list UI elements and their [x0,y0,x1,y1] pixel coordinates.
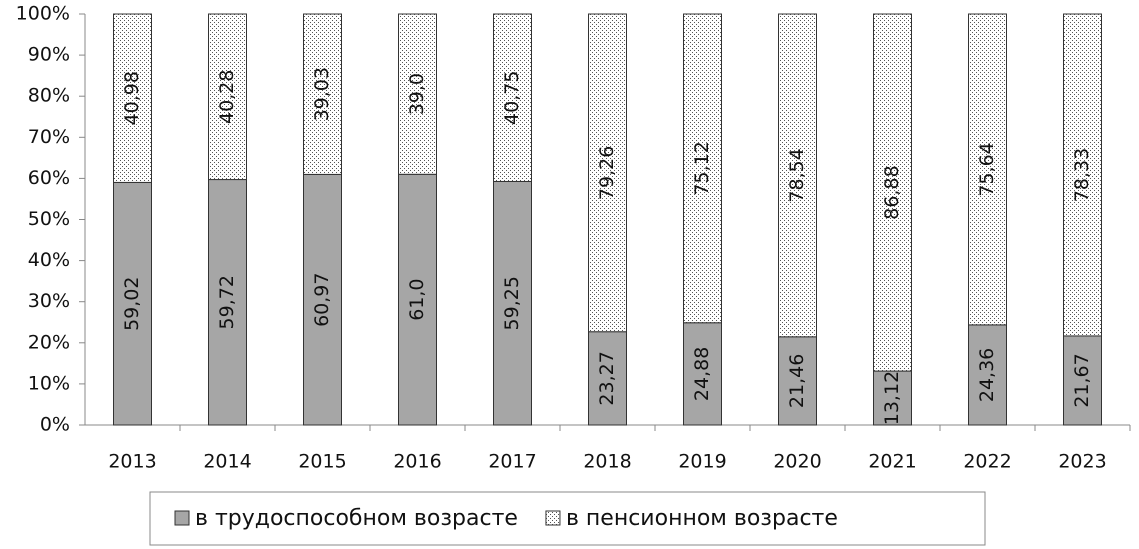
y-tick-label: 70% [28,126,70,148]
data-label: 86,88 [881,165,903,219]
data-label: 40,75 [501,71,523,125]
y-tick-label: 40% [28,249,70,271]
x-tick-label: 2015 [298,451,346,473]
bar-segment [493,180,532,426]
bar-segment [968,324,1007,426]
x-tick-label: 2019 [678,451,726,473]
x-tick-label: 2020 [773,451,821,473]
data-label: 21,67 [1071,353,1093,407]
data-label: 75,64 [976,142,998,196]
data-label: 78,54 [786,148,808,202]
data-label: 61,0 [406,278,428,320]
data-label: 24,36 [976,348,998,402]
y-tick-label: 60% [28,167,70,189]
data-label: 59,72 [216,275,238,329]
bar-segment [208,13,247,181]
bar-segment [873,370,912,426]
bar-segment [968,13,1007,326]
y-tick-label: 0% [40,414,70,436]
data-label: 59,25 [501,276,523,330]
bar-segment [303,173,342,426]
bar-segment [303,13,342,175]
x-tick-label: 2014 [203,451,251,473]
data-label: 75,12 [691,141,713,195]
data-label: 59,02 [121,277,143,331]
x-tick-label: 2022 [963,451,1011,473]
bar-segment [683,322,722,426]
x-tick-label: 2021 [868,451,916,473]
legend-swatch [545,510,561,526]
bar-segment [208,179,247,426]
x-tick-label: 2023 [1058,451,1106,473]
bar-segment [1063,13,1102,337]
legend-label: в пенсионном возрасте [566,506,838,531]
x-tick-label: 2013 [108,451,156,473]
bar-segment [398,13,437,175]
bar-segment [588,331,627,426]
data-label: 23,27 [596,351,618,405]
y-tick-label: 30% [28,290,70,312]
bar-segment [778,13,817,338]
x-tick-label: 2016 [393,451,441,473]
x-tick-label: 2017 [488,451,536,473]
bar-segment [683,13,722,324]
data-label: 79,26 [596,146,618,200]
legend-label: в трудоспособном возрасте [195,506,518,531]
data-label: 78,33 [1071,148,1093,202]
y-tick-label: 20% [28,331,70,353]
data-label: 21,46 [786,354,808,408]
data-label: 40,98 [121,71,143,125]
bar-segment [493,13,532,182]
legend-box [149,491,986,546]
bar-segment [778,336,817,426]
data-label: 39,03 [311,67,333,121]
y-tick-label: 10% [28,372,70,394]
data-label: 40,28 [216,70,238,124]
legend-swatch [174,510,190,526]
y-tick-label: 50% [28,208,70,230]
data-label: 39,0 [406,73,428,115]
data-label: 60,97 [311,273,333,327]
bar-segment [588,13,627,333]
y-tick-label: 80% [28,85,70,107]
x-tick-label: 2018 [583,451,631,473]
bar-segment [873,13,912,372]
data-label: 24,88 [691,347,713,401]
bar-segment [113,13,152,183]
bar-segment [113,181,152,426]
y-tick-label: 100% [16,3,70,25]
data-label: 13,12 [881,371,903,425]
bar-segment [1063,335,1102,426]
y-tick-label: 90% [28,44,70,66]
